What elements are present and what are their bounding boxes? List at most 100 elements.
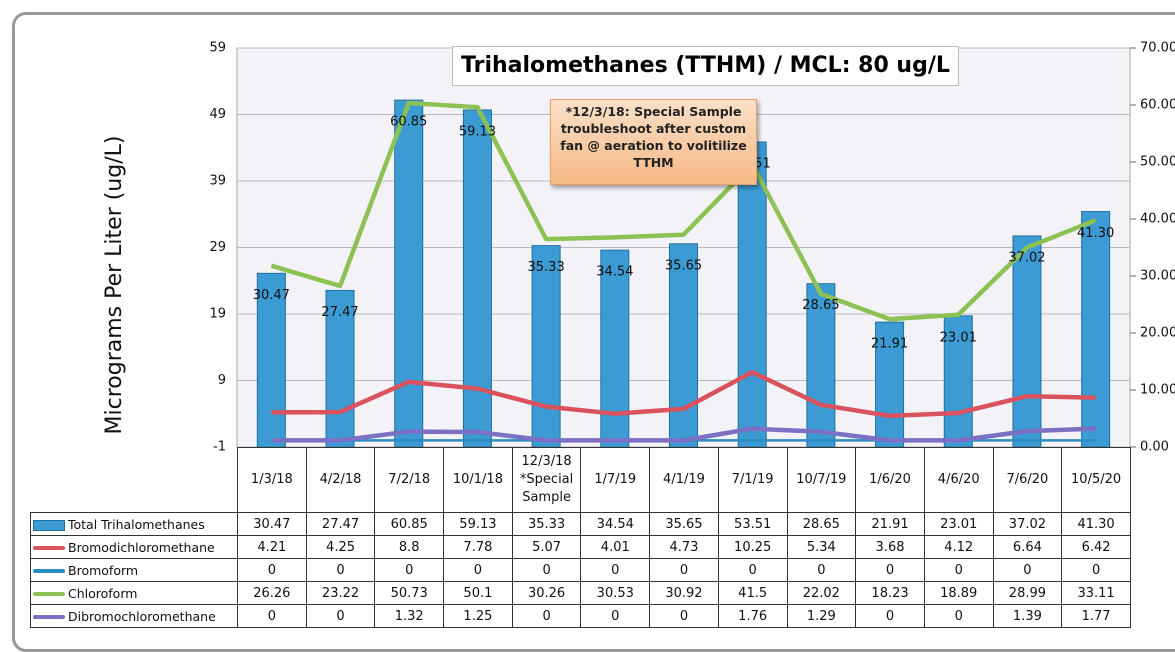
table-cell: 0 bbox=[1061, 558, 1131, 582]
y-tick-label: 9 bbox=[218, 373, 226, 388]
category: 7/2/18 bbox=[374, 447, 445, 513]
category: 1/7/19 bbox=[580, 447, 651, 513]
table-cell: 0 bbox=[649, 558, 719, 582]
table-row: Dibromochloromethane 0 0 1.32 1.25 0 0 0 1.76 1.2… bbox=[30, 604, 1131, 628]
table-cell: 30.53 bbox=[580, 581, 651, 605]
legend-swatch bbox=[33, 519, 65, 531]
category: 1/3/18 bbox=[237, 447, 307, 513]
table-cell: 6.42 bbox=[1061, 535, 1131, 559]
category: 10/5/20 bbox=[1061, 447, 1131, 513]
data-label: 35.33 bbox=[528, 260, 565, 275]
table-cell: 1.25 bbox=[443, 604, 513, 628]
table-cell: 30.92 bbox=[649, 581, 719, 605]
category: 10/1/18 bbox=[443, 447, 513, 513]
data-label: 60.85 bbox=[390, 115, 427, 130]
table-cell: 23.01 bbox=[923, 512, 994, 536]
bar bbox=[462, 109, 492, 448]
table-cell: 0 bbox=[443, 558, 513, 582]
table-cell: 1.29 bbox=[786, 604, 857, 628]
table-cell: 0 bbox=[855, 604, 925, 628]
bar bbox=[875, 321, 905, 448]
bar bbox=[256, 272, 286, 448]
table-cell: 34.54 bbox=[580, 512, 651, 536]
data-label: 23.01 bbox=[940, 330, 977, 345]
y2-tick-label: 70.00 bbox=[1140, 41, 1175, 56]
table-cell: 23.22 bbox=[305, 581, 376, 605]
table-cell: 41.5 bbox=[717, 581, 788, 605]
table-cell: 41.30 bbox=[1061, 512, 1131, 536]
table-cell: 35.65 bbox=[649, 512, 719, 536]
data-label: 27.47 bbox=[321, 305, 358, 320]
data-label: 34.54 bbox=[596, 265, 633, 280]
table-cell: 26.26 bbox=[237, 581, 307, 605]
table-cell: 0 bbox=[374, 558, 445, 582]
bar bbox=[737, 141, 767, 448]
bar bbox=[394, 99, 424, 448]
y-tick-label: -1 bbox=[213, 440, 226, 455]
table-cell: 50.1 bbox=[443, 581, 513, 605]
table-row: Chloroform 26.26 23.22 50.73 50.1 30.26 30.53 3… bbox=[30, 581, 1131, 605]
chart-title: Trihalomethanes (TTHM) / MCL: 80 ug/L bbox=[452, 46, 959, 86]
category: 7/1/19 bbox=[717, 447, 788, 513]
table-cell: 0 bbox=[786, 558, 857, 582]
table-cell: 37.02 bbox=[992, 512, 1063, 536]
legend-label: Bromodichloromethane bbox=[68, 539, 215, 555]
table-cell: 1.76 bbox=[717, 604, 788, 628]
table-cell: 10.25 bbox=[717, 535, 788, 559]
table-cell: 22.02 bbox=[786, 581, 857, 605]
table-cell: 4.25 bbox=[305, 535, 376, 559]
legend-swatch bbox=[33, 615, 65, 619]
table-cell: 0 bbox=[580, 604, 651, 628]
table-cell: 1.32 bbox=[374, 604, 445, 628]
y-tick-label: 39 bbox=[209, 174, 226, 189]
y2-tick-label: 20.00 bbox=[1140, 326, 1175, 341]
table-cell: 0 bbox=[649, 604, 719, 628]
legend-label: Total Trihalomethanes bbox=[68, 516, 205, 532]
data-label: 21.91 bbox=[871, 337, 908, 352]
table-cell: 0 bbox=[237, 604, 307, 628]
y-tick-label: 29 bbox=[209, 240, 226, 255]
table-cell: 5.07 bbox=[511, 535, 582, 559]
data-table: 1/3/18 4/2/18 7/2/18 10/1/18 12/3/18 *Specia… bbox=[30, 447, 1131, 628]
table-cell: 4.21 bbox=[237, 535, 307, 559]
table-cell: 0 bbox=[923, 558, 994, 582]
bar bbox=[1081, 211, 1111, 448]
table-cell: 30.47 bbox=[237, 512, 307, 536]
table-cell: 18.23 bbox=[855, 581, 925, 605]
table-cell: 33.11 bbox=[1061, 581, 1131, 605]
table-row: Total Trihalomethanes 30.47 27.47 60.85 59.1… bbox=[30, 512, 1131, 536]
data-label: 59.13 bbox=[459, 124, 496, 139]
table-cell: 0 bbox=[717, 558, 788, 582]
table-cell: 53.51 bbox=[717, 512, 788, 536]
legend-swatch bbox=[33, 592, 65, 596]
legend-label: Dibromochloromethane bbox=[68, 608, 216, 624]
table-cell: 59.13 bbox=[443, 512, 513, 536]
y2-tick-label: 10.00 bbox=[1140, 383, 1175, 398]
category: 4/6/20 bbox=[923, 447, 994, 513]
corner bbox=[31, 448, 238, 513]
legend-swatch bbox=[33, 569, 65, 573]
bar bbox=[600, 249, 630, 448]
table-cell: 0 bbox=[305, 558, 376, 582]
category: 7/6/20 bbox=[992, 447, 1063, 513]
line bbox=[270, 100, 1097, 322]
data-label: 28.65 bbox=[802, 298, 839, 313]
table-cell: 0 bbox=[855, 558, 925, 582]
bar bbox=[325, 289, 355, 448]
legend-entry: Bromoform bbox=[30, 558, 238, 582]
data-label: 35.65 bbox=[665, 258, 702, 273]
bar bbox=[806, 283, 836, 448]
table-cell: 60.85 bbox=[374, 512, 445, 536]
table-cell: 0 bbox=[511, 604, 582, 628]
data-label: 41.30 bbox=[1077, 226, 1114, 241]
legend-label: Chloroform bbox=[68, 585, 138, 601]
bar bbox=[669, 243, 698, 448]
header-row: 1/3/18 4/2/18 7/2/18 10/1/18 12/3/18 *Specia… bbox=[31, 447, 1131, 513]
bar bbox=[531, 245, 561, 448]
table-row: Bromodichloromethane 4.21 4.25 8.8 7.78 5.07 4… bbox=[30, 535, 1131, 559]
legend-entry: Dibromochloromethane bbox=[30, 604, 238, 628]
y2-tick-label: 60.00 bbox=[1140, 98, 1175, 113]
table-cell: 4.12 bbox=[923, 535, 994, 559]
line bbox=[271, 426, 1096, 443]
